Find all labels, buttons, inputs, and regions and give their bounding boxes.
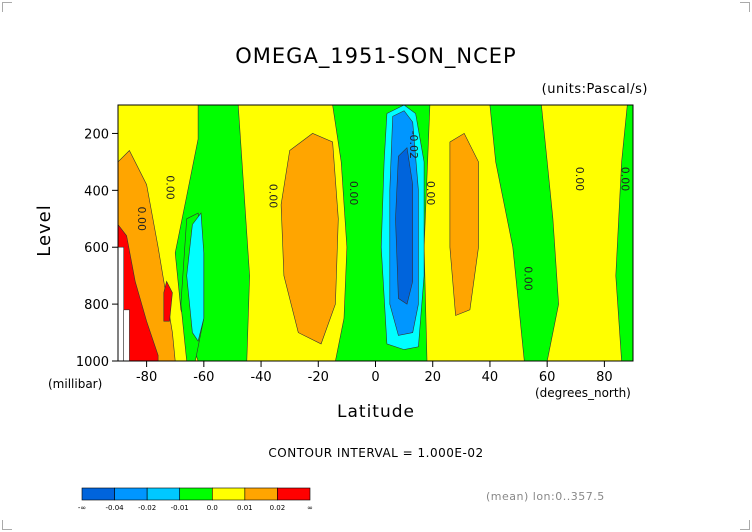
contour-label: 0.00 [619, 167, 632, 192]
y-tick-label: 800 [84, 298, 109, 313]
x-tick-label: 0 [371, 370, 379, 385]
contour-label: 0.00 [573, 167, 586, 192]
x-tick-label: -80 [136, 370, 157, 385]
colorbar-bin [211, 487, 246, 501]
colorbar-label: -∞ [78, 504, 86, 512]
colorbar-bin [81, 487, 115, 501]
contour-label: 0.00 [164, 175, 177, 200]
mean-note: (mean) lon:0..357.5 [486, 490, 605, 503]
colorbar-label: 0.01 [237, 504, 253, 512]
y-tick-label: 600 [84, 241, 109, 256]
contour-interval-note: CONTOUR INTERVAL = 1.000E-02 [268, 446, 484, 460]
corner-mark [2, 520, 12, 530]
units-label: (units:Pascal/s) [541, 82, 648, 97]
colorbar-label: 0.0 [207, 504, 218, 512]
contour-label: 0.00 [347, 181, 360, 206]
colorbar-bin [114, 487, 148, 501]
contour-region-no-data [123, 309, 130, 361]
contour-region-negative-0.01 [186, 212, 205, 342]
chart-title: OMEGA_1951-SON_NCEP [235, 44, 517, 68]
contour-region-positive-0.02 [163, 280, 173, 322]
x-tick-label: -40 [250, 370, 271, 385]
colorbar-bin [146, 487, 181, 501]
contour-region-positive-0.01-0.02 [280, 133, 339, 345]
colorbar-label: ∞ [307, 504, 313, 512]
y-tick-label: 1000 [76, 355, 109, 370]
x-tick-label: -60 [193, 370, 214, 385]
contour-region-positive-0.00-0.01 [541, 105, 628, 361]
contour-label: 0.00 [267, 184, 280, 209]
x-tick-label: -20 [308, 370, 329, 385]
contour-region-negative-0.03 [395, 147, 414, 305]
contour-label: 0.00 [135, 207, 148, 232]
contour-label: 0.00 [424, 181, 437, 206]
contour-fills [118, 105, 628, 361]
y-axis-unit: (millibar) [48, 377, 103, 391]
contour-region-no-data [118, 246, 124, 361]
y-tick-label: 400 [84, 184, 109, 199]
x-tick-label: 40 [482, 370, 499, 385]
colorbar-label: -0.02 [138, 504, 156, 512]
colorbar-label: -0.04 [106, 504, 125, 512]
colorbar-label: -0.01 [171, 504, 189, 512]
y-tick-label: 200 [84, 127, 109, 142]
colorbar-bin [244, 487, 278, 501]
x-axis-unit: (degrees_north) [535, 386, 631, 400]
contour-label: 0.00 [521, 266, 534, 291]
corner-mark [740, 520, 750, 530]
corner-mark [2, 2, 12, 12]
x-axis-label: Latitude [337, 402, 415, 422]
contour-region-positive-0.01-0.02 [449, 132, 479, 316]
colorbar-bin [179, 487, 213, 501]
x-tick-label: 80 [596, 370, 613, 385]
contour-label: -0.02 [407, 131, 420, 159]
colorbar-bin [277, 487, 311, 501]
colorbar-label: 0.02 [270, 504, 286, 512]
corner-mark [740, 2, 750, 12]
x-tick-label: 20 [424, 370, 441, 385]
x-tick-label: 60 [539, 370, 556, 385]
